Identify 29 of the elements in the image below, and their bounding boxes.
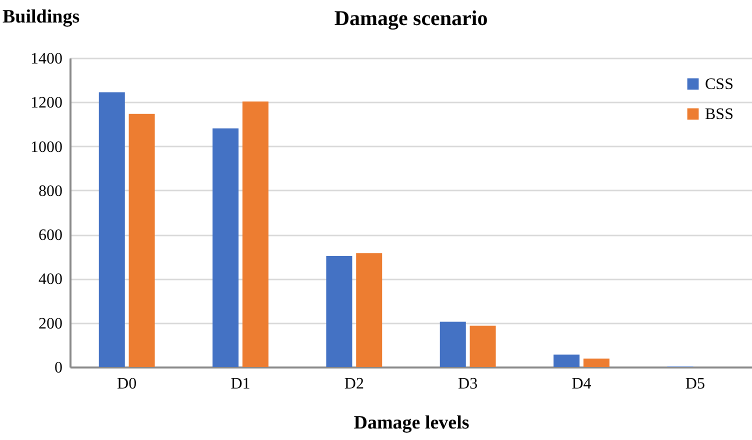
- y-tick-label: 400: [38, 271, 62, 288]
- x-tick-label: D0: [117, 376, 137, 392]
- x-tick-label: D1: [230, 376, 250, 392]
- y-tick-label: 1000: [30, 138, 62, 156]
- y-tick-label: 200: [38, 315, 62, 332]
- bar: [440, 322, 466, 367]
- x-tick-label: D5: [685, 376, 705, 392]
- bar: [242, 101, 268, 367]
- x-tick-label: D3: [458, 376, 478, 392]
- bar: [98, 92, 125, 367]
- y-tick-label: 1400: [30, 50, 62, 68]
- legend-label: BSS: [705, 106, 734, 123]
- y-tick-label: 0: [54, 360, 62, 376]
- bar: [583, 358, 610, 367]
- x-tick-label: D4: [572, 376, 592, 392]
- legend-label: CSS: [705, 76, 734, 93]
- bar: [128, 114, 155, 367]
- bar: [326, 256, 352, 367]
- y-axis-title: Buildings: [2, 6, 80, 28]
- x-axis-title: Damage levels: [354, 412, 470, 434]
- y-tick-label: 1200: [30, 94, 62, 112]
- y-tick-label: 800: [38, 182, 62, 200]
- bar: [356, 253, 382, 367]
- x-tick-label: D2: [344, 376, 364, 392]
- bar: [470, 326, 496, 367]
- bar: [212, 128, 239, 367]
- y-tick-label: 600: [38, 227, 62, 244]
- bar: [554, 354, 580, 367]
- chart-title: Damage scenario: [334, 6, 488, 30]
